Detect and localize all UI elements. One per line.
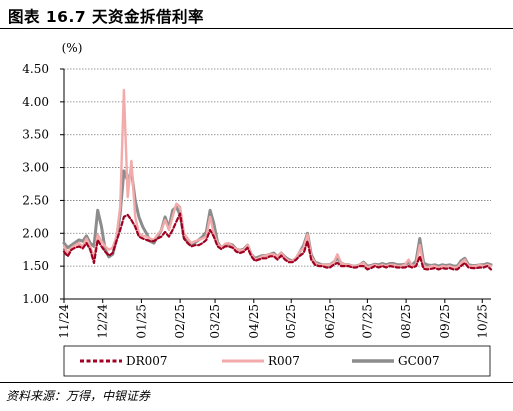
x-tick-label: 06/25 (323, 304, 337, 339)
y-tick-label: 3.00 (22, 161, 49, 175)
y-axis-unit: (%) (62, 41, 83, 55)
x-tick-label: 03/25 (208, 304, 222, 339)
legend (63, 345, 491, 377)
title-rule (0, 28, 513, 29)
x-tick-label: 07/25 (360, 304, 374, 339)
x-tick-label: 08/25 (399, 304, 413, 339)
x-tick-label: 05/25 (284, 304, 298, 339)
y-tick-label: 4.00 (22, 95, 49, 109)
y-tick-label: 2.00 (22, 226, 49, 240)
x-tick-label: 01/25 (134, 304, 148, 339)
x-tick-label: 12/24 (96, 304, 110, 339)
x-tick-label: 10/25 (475, 304, 489, 339)
x-tick-label: 11/24 (57, 304, 71, 339)
chart-title: 图表 16.7 天资金拆借利率 (8, 8, 205, 26)
series-line-r007 (62, 88, 493, 269)
source-note: 资料来源：万得，中银证券 (6, 389, 151, 403)
y-tick-label: 3.50 (22, 128, 49, 142)
legend-label-dr007: DR007 (126, 354, 168, 368)
footer-rule (0, 382, 513, 383)
x-tick-label: 04/25 (247, 304, 261, 339)
y-tick-label: 1.00 (22, 292, 49, 306)
y-tick-label: 4.50 (22, 62, 49, 76)
x-tick-label: 02/25 (173, 304, 187, 339)
legend-label-gc007: GC007 (398, 354, 440, 368)
legend-label-r007: R007 (268, 354, 300, 368)
y-tick-label: 1.50 (22, 259, 49, 273)
y-tick-label: 2.50 (22, 193, 49, 207)
x-tick-label: 09/25 (438, 304, 452, 339)
series-line-dr007 (62, 212, 493, 271)
